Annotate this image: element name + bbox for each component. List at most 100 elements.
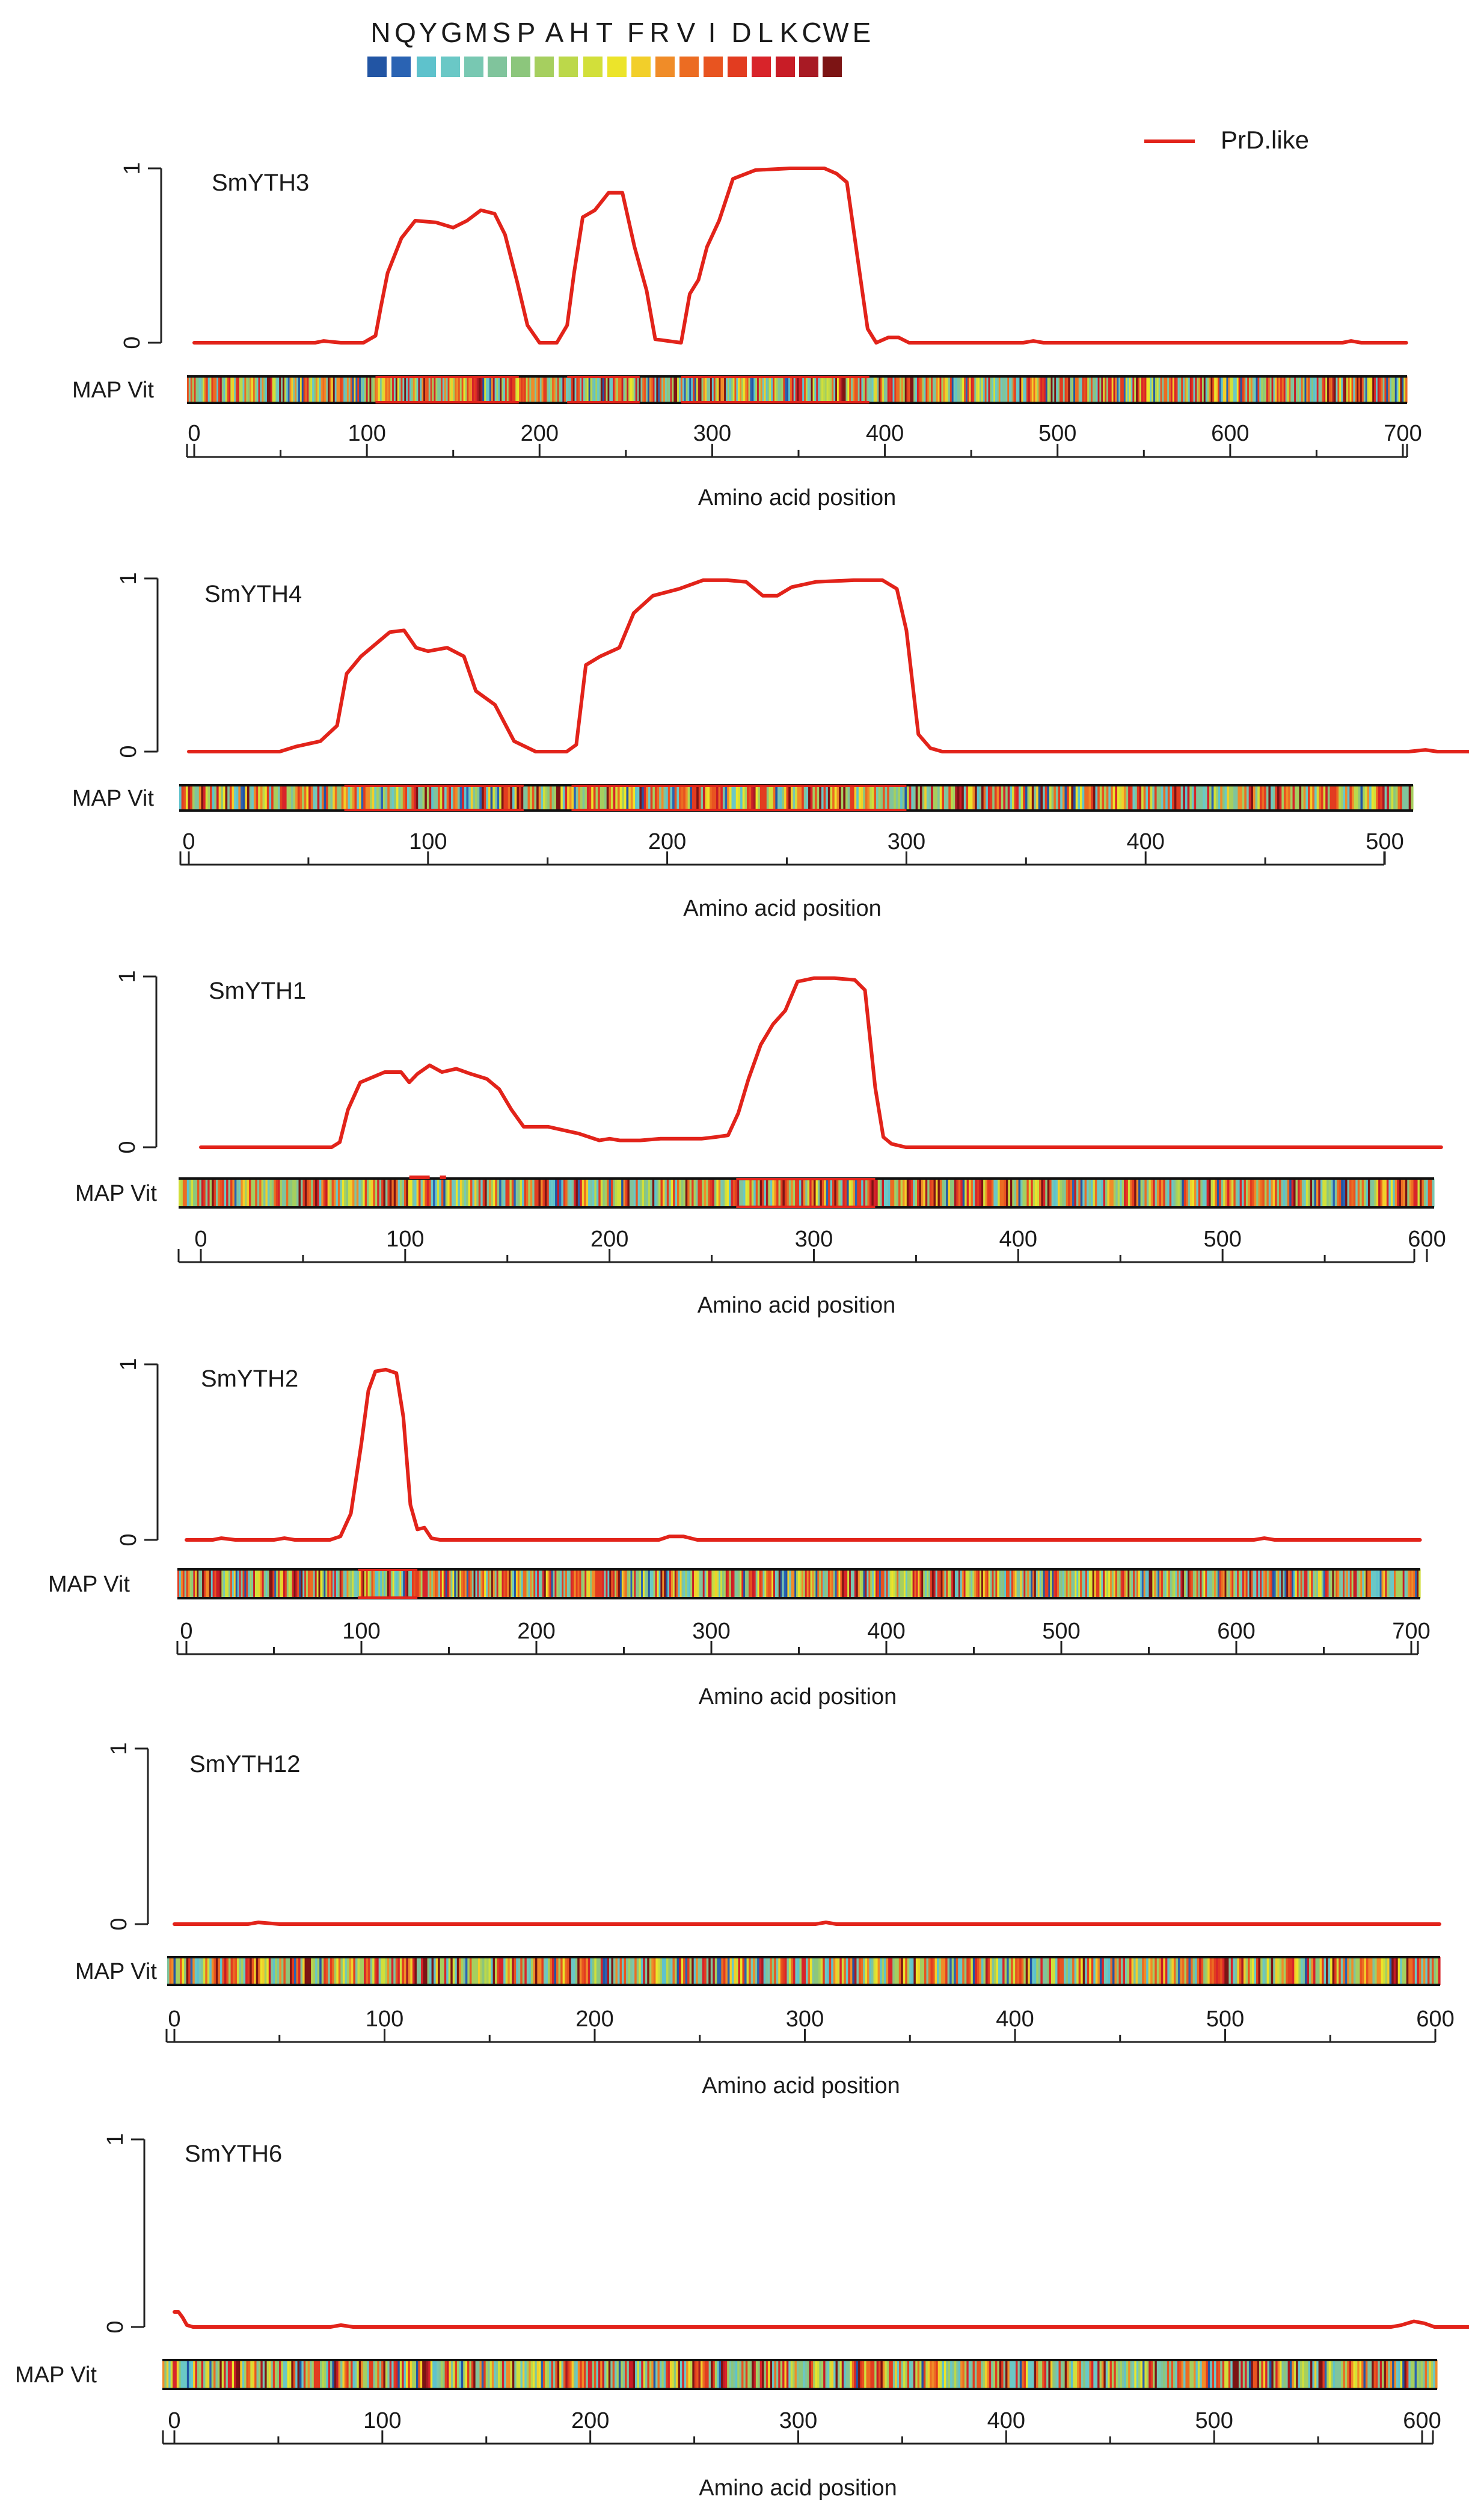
map-vit-track (177, 1568, 1421, 1599)
residue (835, 1957, 838, 1985)
residue (609, 1569, 612, 1598)
aa-swatch-L (728, 57, 747, 77)
residue (1007, 376, 1010, 403)
residue (1050, 1569, 1052, 1598)
residue (1142, 1179, 1145, 1207)
x-tick-label: 100 (409, 829, 447, 854)
residue (1365, 376, 1368, 403)
residue (425, 376, 428, 403)
residue (416, 1179, 419, 1207)
residue (275, 1179, 278, 1207)
residue (536, 2360, 539, 2389)
residue (321, 1179, 324, 1207)
residue (424, 1569, 426, 1598)
residue (1187, 1569, 1190, 1598)
residue (905, 2360, 908, 2389)
residue (504, 376, 508, 403)
residue (751, 1179, 754, 1207)
residue (209, 2360, 212, 2389)
residue (1093, 785, 1096, 811)
residue (195, 1569, 197, 1598)
residue (972, 376, 975, 403)
residue (903, 1957, 906, 1985)
residue (334, 785, 338, 811)
residue (1330, 376, 1333, 403)
residue (397, 1957, 400, 1985)
residue (808, 1957, 811, 1985)
residue (1201, 376, 1204, 403)
residue (617, 785, 621, 811)
residue (761, 1957, 764, 1985)
residue (1385, 2360, 1388, 2389)
residue (1001, 785, 1004, 811)
residue (1288, 1569, 1290, 1598)
residue (482, 1179, 485, 1207)
residue (845, 1957, 848, 1985)
residue (719, 376, 721, 403)
residue (993, 376, 996, 403)
residue (389, 785, 393, 811)
residue (1051, 785, 1054, 811)
residue (248, 2360, 251, 2389)
residue (995, 1569, 998, 1598)
residue (302, 785, 305, 811)
residue (1309, 1569, 1311, 1598)
residue (376, 1957, 379, 1985)
residue (364, 1179, 367, 1207)
residue (852, 376, 855, 403)
residue (1121, 1179, 1124, 1207)
residue (1319, 785, 1322, 811)
residue (1053, 1569, 1056, 1598)
residue (656, 376, 658, 403)
residue (442, 785, 445, 811)
residue (533, 1957, 536, 1985)
residue (1296, 376, 1298, 403)
residue (689, 376, 692, 403)
residue (1022, 1179, 1025, 1207)
residue (1026, 2360, 1029, 2389)
residue (1258, 1957, 1261, 1985)
residue (667, 2360, 670, 2389)
residue (1167, 1179, 1170, 1207)
residue (1371, 785, 1374, 811)
residue (1050, 376, 1053, 403)
residue (179, 2360, 182, 2389)
residue (1097, 1957, 1100, 1985)
residue (1415, 1179, 1418, 1207)
aa-swatch-I (679, 57, 699, 77)
residue (869, 1179, 872, 1207)
residue (475, 2360, 478, 2389)
residue (465, 1957, 468, 1985)
residue (702, 1957, 705, 1985)
residue (1256, 1179, 1259, 1207)
residue (622, 1957, 625, 1985)
residue (649, 2360, 652, 2389)
residue (1264, 1179, 1267, 1207)
residue (803, 2360, 806, 2389)
residue (934, 376, 937, 403)
residue (1260, 1179, 1263, 1207)
residue (1326, 1179, 1329, 1207)
residue (757, 1569, 760, 1598)
residue (1372, 376, 1375, 403)
residue (309, 1569, 312, 1598)
residue (1316, 1179, 1319, 1207)
residue (852, 1957, 855, 1985)
residue (455, 376, 457, 403)
residue (919, 785, 923, 811)
residue (383, 376, 386, 403)
residue (1078, 1179, 1081, 1207)
residue (1068, 1957, 1071, 1985)
residue (357, 1569, 360, 1598)
residue (326, 785, 329, 811)
residue (1055, 1569, 1058, 1598)
residue (301, 2360, 304, 2389)
residue (1430, 1179, 1433, 1207)
residue (784, 1179, 787, 1207)
residue (971, 1569, 973, 1598)
residue (471, 1569, 474, 1598)
residue (931, 1569, 934, 1598)
